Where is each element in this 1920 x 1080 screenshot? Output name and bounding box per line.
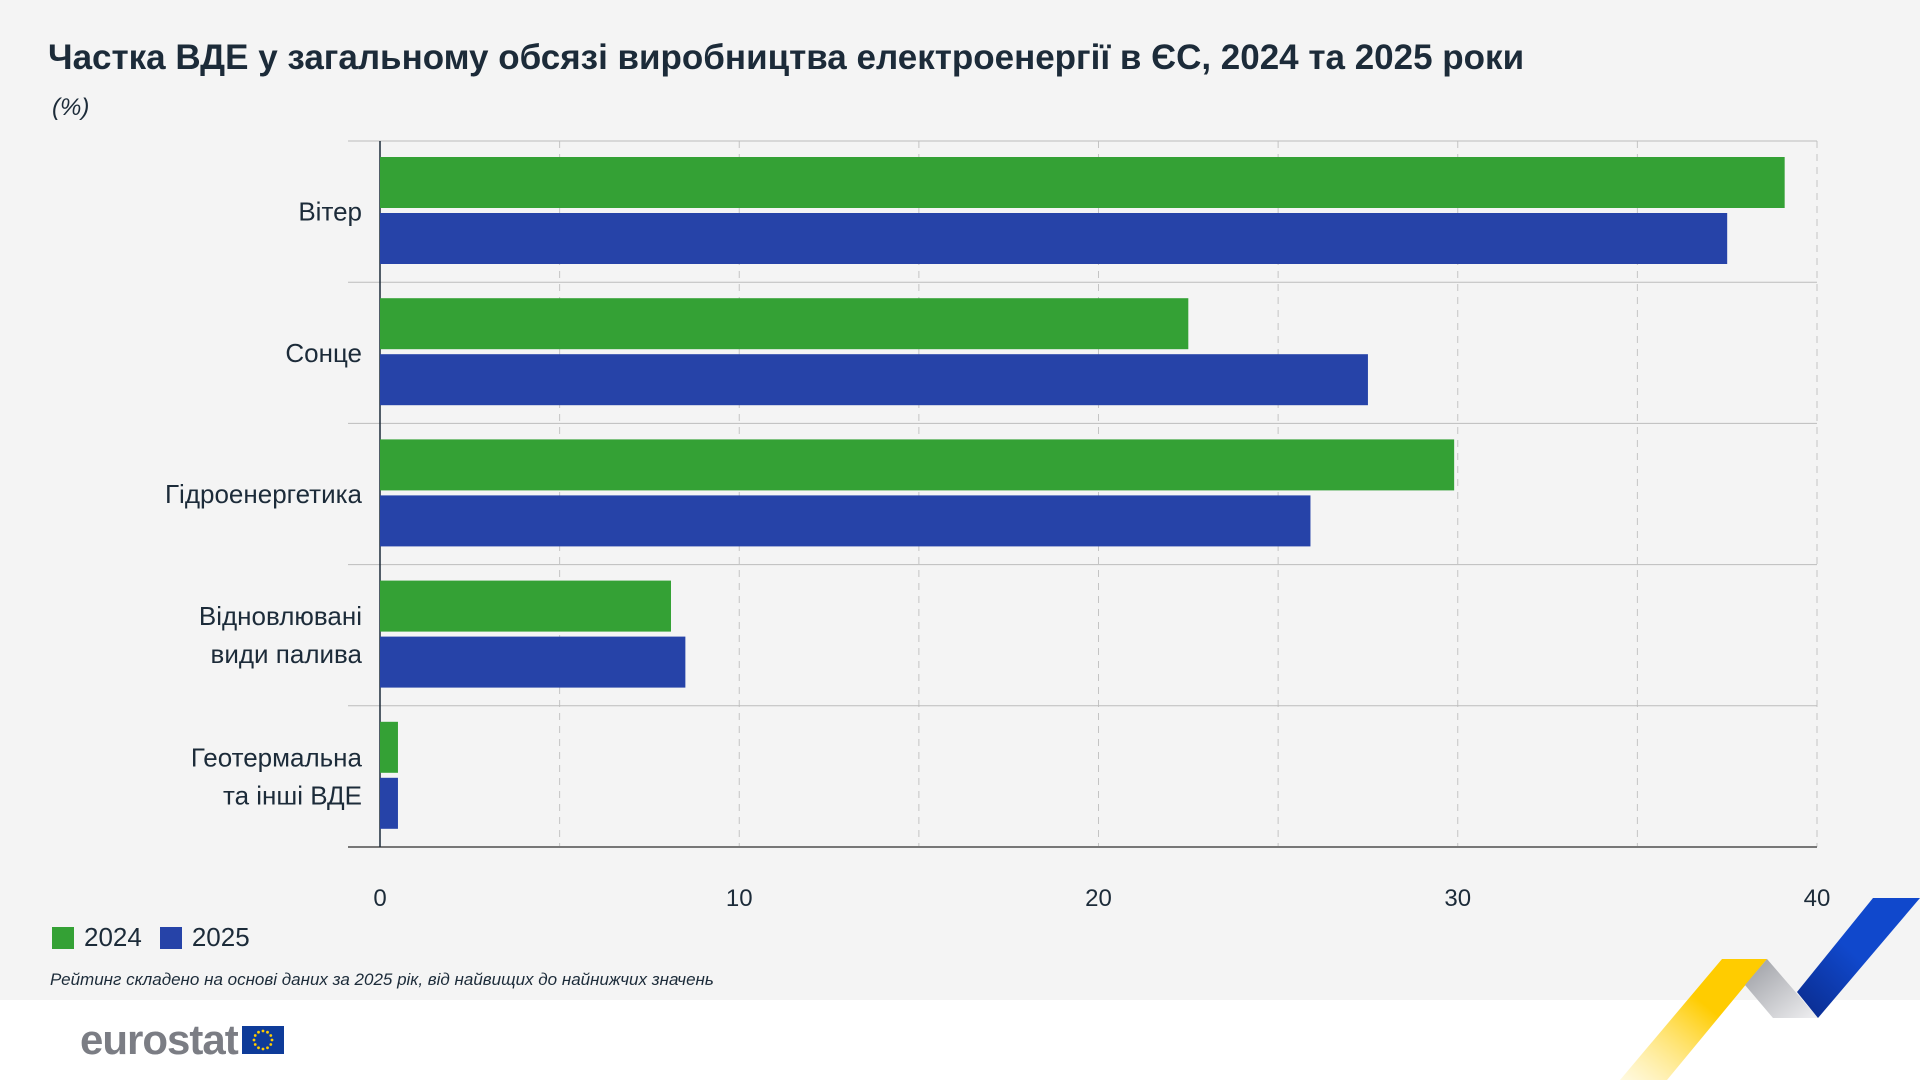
logo-text: eurostat xyxy=(80,1016,239,1063)
bar-2024 xyxy=(380,580,671,632)
category-label: Вітер xyxy=(298,197,362,227)
x-tick-label: 30 xyxy=(1444,885,1471,912)
category-label: Відновлювані види палива xyxy=(199,601,363,669)
bar-2024 xyxy=(380,157,1785,208)
bar-2025 xyxy=(380,354,1368,406)
bar-2025 xyxy=(380,777,398,829)
category-label-line: Відновлювані xyxy=(199,601,362,631)
bar-2025 xyxy=(380,636,686,688)
x-tick-label: 20 xyxy=(1085,885,1112,912)
bar-2025 xyxy=(380,495,1311,547)
category-label: Геотермальна та інші ВДЕ xyxy=(191,742,363,810)
legend-item-2024: 2024 xyxy=(52,922,142,953)
category-label-line: Сонце xyxy=(285,338,362,368)
category-label-line: види палива xyxy=(211,639,363,669)
category-label-line: та інші ВДЕ xyxy=(223,780,362,810)
bar-2024 xyxy=(380,298,1189,350)
category-label-line: Геотермальна xyxy=(191,742,363,772)
footnote: Рейтинг складено на основі даних за 2025… xyxy=(50,970,714,989)
legend-label: 2024 xyxy=(84,922,142,952)
category-label-line: Вітер xyxy=(298,197,362,227)
x-tick-label: 40 xyxy=(1804,885,1831,912)
legend-label: 2025 xyxy=(191,922,250,952)
legend-swatch xyxy=(159,926,182,949)
category-label-line: Гідроенергетика xyxy=(165,479,363,509)
bar-2024 xyxy=(380,721,398,773)
unit-label: (%) xyxy=(52,94,90,121)
bar-2024 xyxy=(380,439,1455,491)
x-tick-label: 0 xyxy=(373,885,386,912)
ribbon-decoration xyxy=(1620,898,1920,1080)
eu-flag-icon xyxy=(241,1026,284,1054)
bar-2025 xyxy=(380,213,1728,264)
legend: 2024 2025 xyxy=(52,922,250,953)
category-label: Сонце xyxy=(285,338,362,368)
eurostat-logo: eurostat xyxy=(80,1016,284,1064)
x-tick-label: 10 xyxy=(726,885,753,912)
legend-item-2025: 2025 xyxy=(159,922,250,953)
legend-swatch xyxy=(52,926,74,949)
category-label: Гідроенергетика xyxy=(165,479,363,509)
chart-title: Частка ВДЕ у загальному обсязі виробницт… xyxy=(48,38,1525,77)
